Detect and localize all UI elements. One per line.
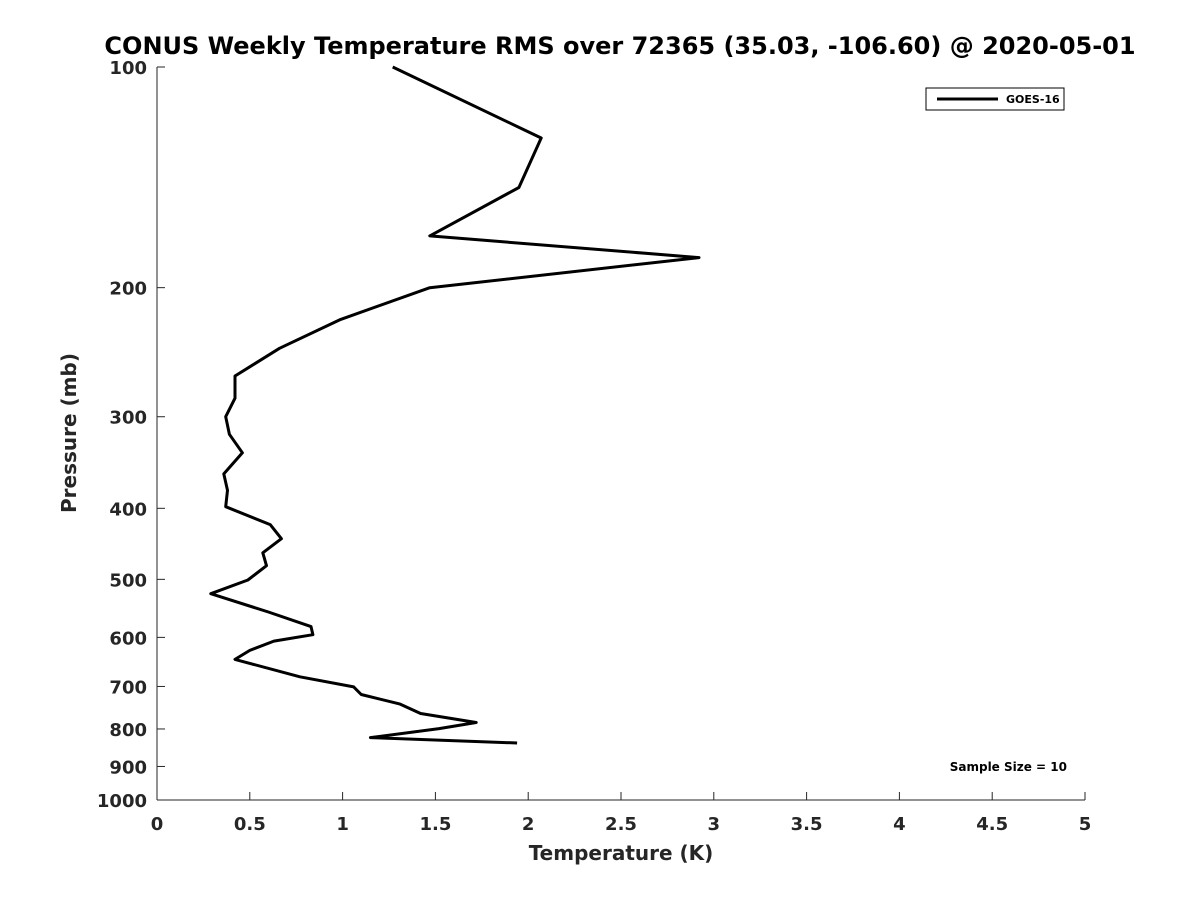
y-tick-label: 600 [109,628,147,649]
legend-label-goes-16: GOES-16 [1006,93,1060,106]
chart-title: CONUS Weekly Temperature RMS over 72365 … [104,32,1135,60]
y-tick-label: 1000 [97,791,147,812]
x-tick-label: 4 [893,814,906,835]
y-tick-label: 300 [109,408,147,429]
x-tick-label: 0.5 [234,814,266,835]
x-tick-label: 3 [708,814,721,835]
legend: GOES-16 [925,87,1065,111]
y-tick-label: 900 [109,757,147,778]
x-tick-label: 4.5 [976,814,1008,835]
x-axis-ticks: 0 0.5 1 1.5 2 2.5 3 3.5 4 4.5 5 [151,792,1092,835]
x-tick-label: 5 [1079,814,1092,835]
y-tick-label: 800 [109,720,147,741]
x-tick-label: 3.5 [791,814,823,835]
x-axis-label: Temperature (K) [529,841,714,865]
y-axis-label: Pressure (mb) [57,353,81,513]
y-tick-label: 500 [109,570,147,591]
plot-area [157,67,1085,800]
x-tick-label: 1 [336,814,349,835]
x-tick-label: 2.5 [605,814,637,835]
y-axis-ticks: 100 200 300 400 500 600 700 800 900 1000 [97,58,165,812]
series-group [209,65,701,745]
x-tick-label: 1.5 [419,814,451,835]
x-tick-label: 0 [151,814,164,835]
series-line-goes-16 [209,65,701,745]
y-tick-label: 400 [109,499,147,520]
y-tick-label: 100 [109,58,147,79]
y-tick-label: 200 [109,279,147,300]
sample-size-annotation: Sample Size = 10 [950,760,1067,774]
x-tick-label: 2 [522,814,535,835]
y-tick-label: 700 [109,677,147,698]
